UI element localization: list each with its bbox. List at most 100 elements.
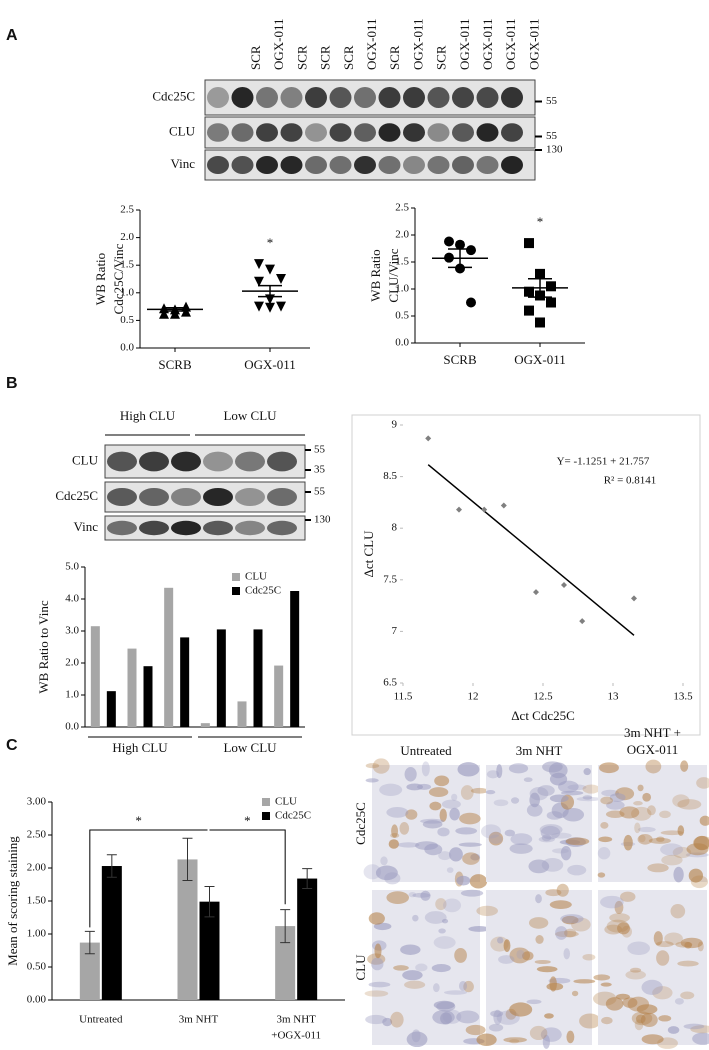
tissue-texture (528, 917, 549, 929)
error-bar (280, 909, 291, 944)
blot-band (139, 488, 169, 506)
bar (199, 901, 220, 1000)
tissue-texture (534, 959, 551, 965)
tissue-texture (368, 981, 391, 988)
x-tick-label: 12 (468, 691, 479, 703)
y-tick-label: 2.5 (395, 202, 409, 214)
tissue-texture (539, 824, 563, 835)
dot (455, 263, 465, 274)
y-tick-label: 9 (392, 419, 398, 431)
y-tick-label: 8.5 (383, 470, 397, 482)
tissue-texture (440, 1012, 452, 1025)
blot-band (256, 156, 278, 174)
tissue-texture (564, 928, 577, 938)
tissue-texture (667, 1026, 680, 1034)
column-header: 3m NHT (516, 743, 563, 758)
tissue-texture (637, 826, 656, 833)
tissue-texture (538, 836, 555, 843)
tissue-texture (404, 980, 426, 989)
tissue-texture (605, 810, 625, 818)
tissue-texture (386, 891, 409, 905)
trendline (427, 464, 635, 636)
tissue-texture (579, 1013, 601, 1029)
y-tick-label: 1.0 (65, 689, 79, 701)
tissue-texture (367, 953, 386, 965)
blot-band (107, 520, 137, 536)
tissue-texture (375, 865, 398, 881)
tissue-texture (364, 990, 389, 997)
tissue-texture (677, 825, 685, 836)
blot-band (378, 87, 401, 108)
tissue-texture (470, 853, 481, 861)
tissue-texture (437, 827, 450, 837)
tissue-texture (541, 857, 564, 872)
tissue-texture (634, 1019, 644, 1031)
tissue-texture (555, 930, 579, 938)
y-tick-label: 2.0 (120, 231, 134, 243)
tissue-texture (451, 793, 458, 801)
tissue-texture (619, 806, 640, 819)
tissue-texture (368, 912, 385, 925)
tissue-texture (629, 967, 642, 973)
dot (546, 297, 556, 308)
dot (254, 259, 264, 270)
tissue-texture (546, 811, 563, 820)
x-tick-label: 13.5 (673, 691, 693, 703)
bar (274, 665, 284, 727)
tissue-texture (627, 996, 650, 1012)
group-label: Low CLU (223, 408, 277, 423)
tissue-texture (582, 795, 593, 800)
dot (265, 264, 275, 275)
point (533, 589, 539, 596)
lane-label: SCR (318, 45, 333, 70)
y-tick-label: 7.5 (383, 573, 397, 585)
annotation: * (244, 813, 251, 828)
x-tick-label: +OGX-011 (271, 1030, 321, 1042)
tissue-texture (365, 1014, 387, 1025)
bar (101, 866, 122, 1000)
row-label: CLU (72, 452, 99, 467)
y-tick-label: 8 (392, 522, 398, 534)
dot (524, 238, 534, 249)
bar (79, 942, 100, 1000)
tissue-texture (551, 832, 572, 839)
y-tick-label: 1.0 (395, 283, 409, 295)
tissue-texture (647, 863, 669, 873)
tissue-texture (439, 808, 447, 822)
annotation: R² = 0.8141 (604, 475, 657, 487)
point (481, 506, 488, 513)
tissue-texture (699, 815, 709, 826)
blot-band (305, 87, 327, 108)
y-tick-label: 6.5 (383, 677, 397, 689)
y-axis-label: WB Ratio to Vinc (36, 600, 51, 693)
dot (276, 301, 286, 312)
marker-label: 35 (314, 464, 326, 476)
blot-band (280, 156, 303, 174)
tissue-texture (485, 789, 496, 795)
tissue-texture (405, 809, 418, 820)
tissue-texture (529, 787, 549, 801)
tissue-texture (463, 980, 474, 993)
legend-label: CLU (245, 571, 267, 583)
blot-band (231, 156, 254, 174)
sem-bar (528, 277, 552, 298)
tissue-texture (536, 966, 558, 973)
tissue-texture (402, 970, 423, 981)
tissue-texture (446, 867, 454, 873)
bar (143, 666, 153, 727)
bar (290, 591, 300, 727)
tissue-texture (516, 949, 525, 959)
tissue-texture (620, 891, 636, 902)
tissue-texture (523, 777, 533, 783)
point (456, 506, 462, 513)
tissue-texture (424, 843, 443, 856)
y-tick-label: 3.00 (27, 796, 47, 808)
tissue-texture (571, 990, 579, 997)
error-bar (302, 868, 313, 889)
y-tick-label: 0.0 (65, 721, 79, 733)
tissue-texture (433, 936, 456, 949)
bar (164, 587, 174, 727)
tissue-texture (567, 784, 587, 791)
tissue-texture (406, 783, 423, 791)
blot-band (267, 488, 297, 506)
